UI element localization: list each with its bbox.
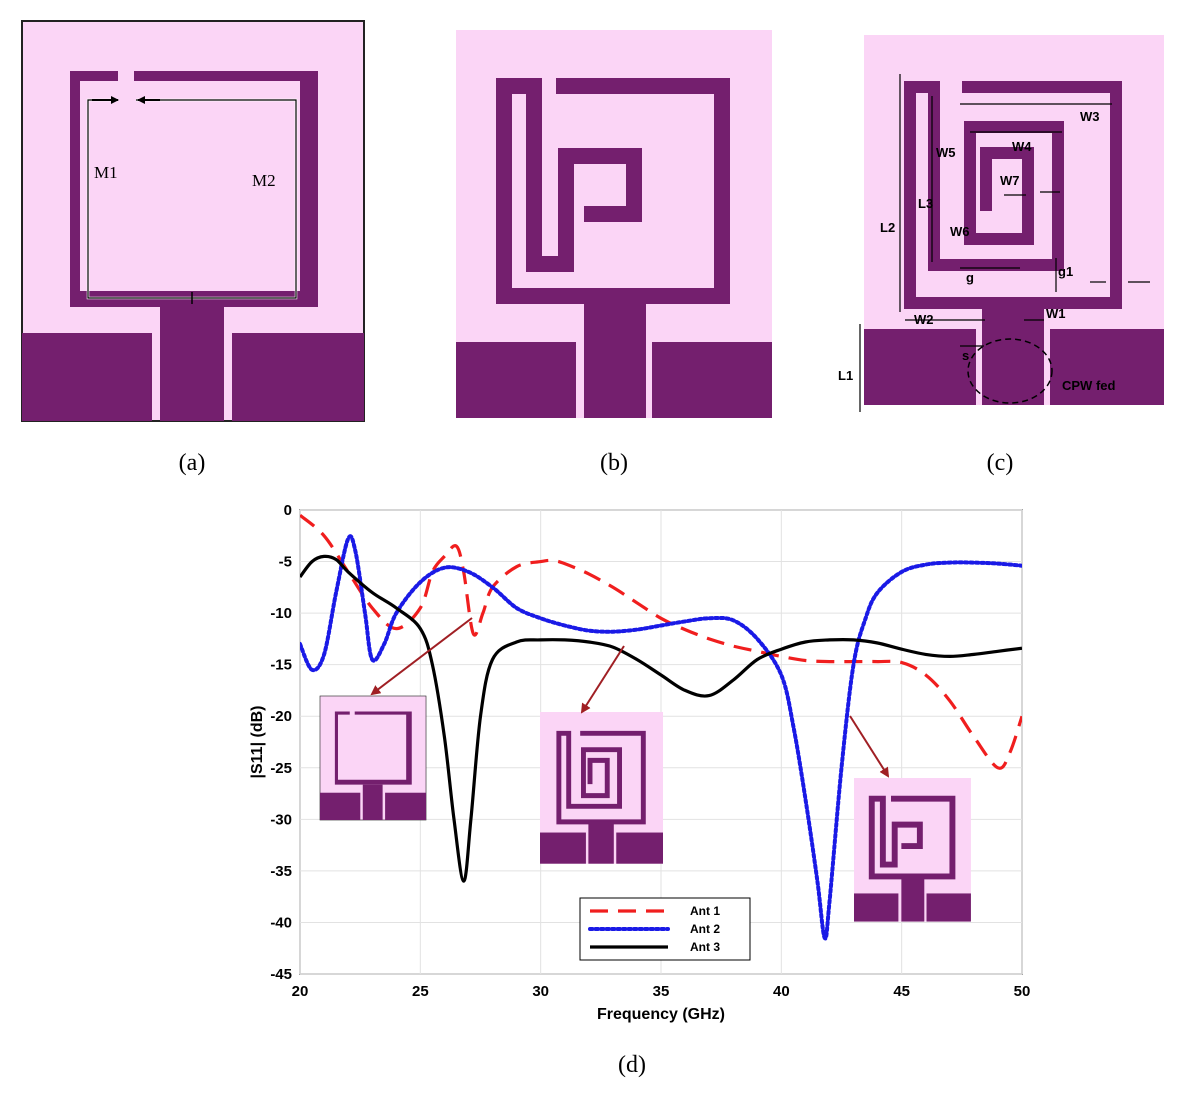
x-axis-label: Frequency (GHz) [597,1006,725,1023]
inset-ant2 [854,778,971,922]
y-tick-label: 0 [284,502,292,519]
y-tick-label: -30 [270,811,292,828]
series-line-ant-2 [300,534,1022,941]
inset-ant3 [540,712,663,864]
y-tick-label: -20 [270,708,292,725]
label-w1: W1 [1046,306,1066,321]
x-tick-label: 30 [532,983,549,1000]
label-w7: W7 [1000,173,1020,188]
series-line-ant-3 [300,554,1022,883]
label-w3: W3 [1080,109,1100,124]
label-w5: W5 [936,145,956,160]
x-tick-label: 40 [773,983,790,1000]
panel-c-antenna: W3 W4 W5 W7 L3 L2 W6 g g1 W2 W1 s L1 CPW… [838,35,1164,412]
label-l1: L1 [838,368,853,383]
series-line-ant-1 [300,513,1022,770]
y-tick-label: -5 [279,554,292,571]
label-g: g [966,270,974,285]
x-tick-label: 35 [653,983,670,1000]
panel-b-antenna [456,30,772,418]
panel-a-antenna: M1 M2 [21,20,365,422]
caption-b: (b) [600,450,628,476]
y-tick-label: -45 [270,966,292,983]
legend-label: Ant 1 [690,904,720,918]
label-cpw-fed: CPW fed [1062,378,1116,393]
x-tick-label: 20 [292,983,309,1000]
inset-ant1 [319,695,427,821]
pointer-arrow-ant3 [580,645,625,714]
caption-a: (a) [179,450,206,476]
caption-d: (d) [618,1052,646,1078]
x-tick-label: 25 [412,983,429,1000]
legend-label: Ant 2 [690,922,720,936]
pointer-arrow-ant1 [370,617,473,696]
y-tick-label: -35 [270,863,292,880]
label-g1: g1 [1058,264,1073,279]
label-w6: W6 [950,224,970,239]
x-tick-label: 45 [893,983,910,1000]
label-w4: W4 [1012,139,1032,154]
label-s: s [962,348,969,363]
y-tick-label: -15 [270,657,292,674]
pointer-arrow-ant2 [849,715,890,778]
label-w2: W2 [914,312,934,327]
x-tick-label: 50 [1014,983,1031,1000]
y-tick-label: -10 [270,605,292,622]
caption-c: (c) [987,450,1014,476]
label-l3: L3 [918,196,933,211]
label-m2: M2 [252,171,276,190]
y-axis-label: |S11| (dB) [249,706,266,779]
y-tick-label: -25 [270,760,292,777]
chart-legend: Ant 1 Ant 2 Ant 3 [579,897,751,961]
label-m1: M1 [94,163,118,182]
legend-label: Ant 3 [690,940,720,954]
label-l2: L2 [880,220,895,235]
y-tick-label: -40 [270,914,292,931]
